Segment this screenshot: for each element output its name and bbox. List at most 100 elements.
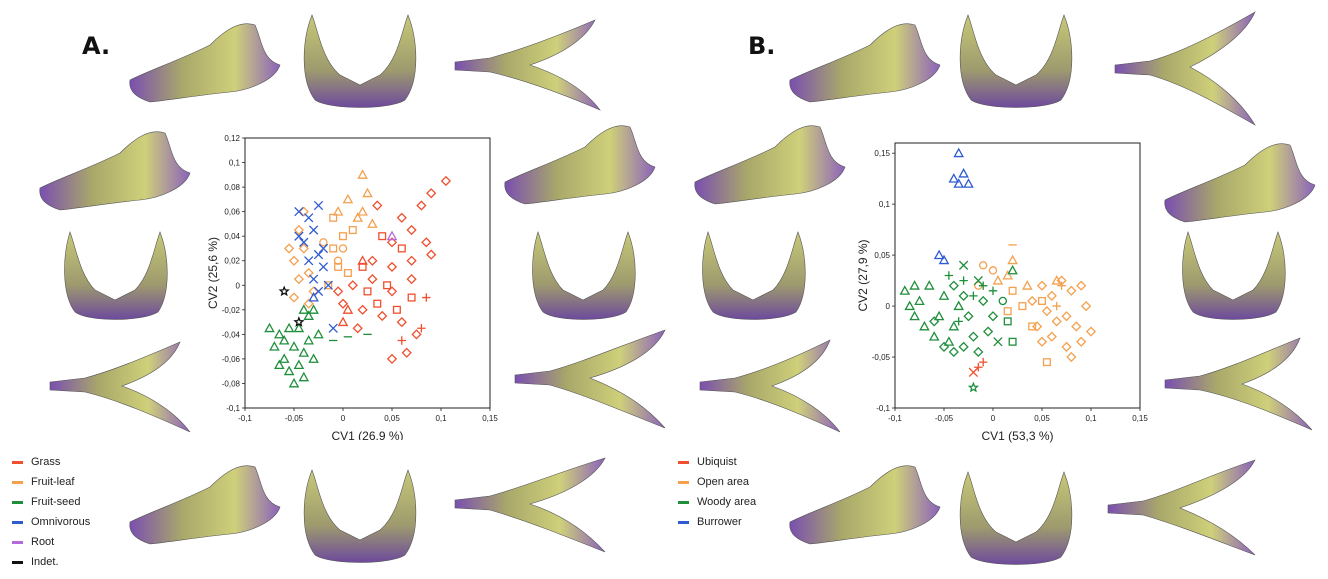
data-point-plus (1052, 301, 1061, 311)
data-point-triangle (933, 249, 945, 260)
data-point-star (278, 285, 290, 297)
data-point-square (407, 293, 416, 302)
data-point-diamond (288, 292, 300, 303)
data-point-cross (313, 286, 324, 297)
x-tick-label: -0,1 (238, 414, 252, 423)
series-grass (332, 175, 452, 365)
data-point-diamond (421, 237, 432, 248)
jaw-top-view (699, 339, 841, 433)
data-point-cross (304, 213, 314, 223)
legend-a: Grass Fruit-leaf Fruit-seed Omnivorous R… (12, 452, 90, 572)
jaw-top-view (1164, 337, 1313, 431)
y-axis-label: CV2 (27,9 %) (856, 239, 870, 311)
data-point-diamond (367, 274, 378, 285)
legend-label: Fruit-seed (31, 496, 81, 508)
jaw-front-view (959, 14, 1073, 108)
data-point-triangle (948, 173, 960, 183)
data-point-triangle (352, 212, 364, 222)
data-point-square (329, 213, 338, 222)
data-point-triangle (953, 178, 965, 188)
jaw-top-view (454, 19, 601, 111)
y-tick-label: 0,06 (224, 208, 240, 217)
y-tick-label: 0,1 (879, 200, 891, 209)
data-point-square (1008, 337, 1017, 346)
data-point-diamond (1041, 306, 1053, 317)
data-point-triangle (904, 300, 916, 311)
data-point-diamond (303, 267, 314, 279)
data-point-circle (338, 244, 348, 253)
data-point-triangle (303, 310, 315, 320)
x-tick-label: 0 (991, 414, 996, 423)
data-point-plus (959, 276, 968, 285)
series-ubiquist (968, 357, 988, 377)
jaw-top-view (1107, 459, 1256, 556)
legend-item: Burrower (678, 512, 756, 532)
data-point-diamond (1076, 280, 1087, 291)
data-point-triangle (303, 334, 315, 345)
data-point-diamond (426, 188, 437, 199)
data-point-diamond (1046, 290, 1057, 302)
series-root (386, 230, 398, 241)
data-point-square (373, 299, 382, 308)
jaw-top-view (454, 457, 606, 553)
data-point-triangle (938, 290, 950, 300)
legend-swatch (12, 500, 23, 504)
legend-item: Fruit-leaf (12, 472, 90, 492)
legend-label: Ubiquist (697, 456, 737, 468)
data-point-cross (308, 225, 319, 235)
data-point-triangle (367, 218, 378, 228)
x-axis-label: CV1 (26,9 %) (331, 429, 403, 440)
data-point-diamond (968, 331, 979, 342)
data-point-diamond (1036, 336, 1048, 347)
data-point-square (343, 268, 352, 278)
data-point-triangle (1007, 264, 1018, 275)
data-point-diamond (332, 286, 344, 297)
series-burrower (933, 147, 974, 265)
data-point-triangle (342, 304, 354, 314)
data-point-diamond (1031, 321, 1043, 332)
data-point-square (324, 281, 333, 290)
data-point-cross (958, 260, 969, 270)
data-point-square (363, 287, 372, 296)
legend-label: Omnivorous (31, 516, 91, 528)
data-point-diamond (406, 224, 417, 236)
legend-label: Woody area (697, 496, 757, 508)
data-point-triangle (278, 353, 290, 363)
data-point-diamond (288, 255, 300, 266)
data-point-plus (944, 271, 954, 280)
data-point-plus (979, 357, 988, 367)
jaw-side-view (129, 23, 281, 103)
data-point-triangle (342, 193, 354, 204)
data-point-diamond (352, 323, 363, 334)
data-point-triangle (332, 206, 344, 216)
data-point-plus (969, 291, 978, 301)
data-point-cross (299, 237, 309, 247)
series-woody-area (899, 260, 1018, 393)
data-point-square (329, 244, 338, 253)
jaw-front-view (532, 231, 636, 320)
data-point-diamond (1080, 300, 1092, 312)
data-point-diamond (411, 329, 422, 340)
y-tick-label: -0,1 (226, 404, 240, 413)
data-point-plus (417, 324, 426, 333)
data-point-diamond (1085, 326, 1097, 337)
x-tick-label: 0 (341, 414, 346, 423)
data-point-cross (313, 249, 324, 260)
data-point-diamond (386, 237, 398, 248)
data-point-plus (954, 317, 963, 326)
data-point-triangle (914, 295, 925, 305)
data-point-diamond (982, 326, 994, 337)
data-point-square (1003, 317, 1012, 326)
data-point-triangle (1021, 280, 1033, 290)
y-tick-label: 0 (886, 302, 891, 311)
data-point-diamond (357, 304, 368, 315)
data-point-diamond (440, 175, 452, 187)
y-tick-label: -0,04 (222, 330, 241, 339)
data-point-square (1037, 296, 1047, 305)
data-point-diamond (978, 295, 989, 307)
series-omnivorous (294, 200, 338, 333)
y-tick-label: 0,02 (224, 257, 240, 266)
data-point-cross (294, 231, 304, 241)
y-tick-label: -0,1 (876, 404, 890, 413)
